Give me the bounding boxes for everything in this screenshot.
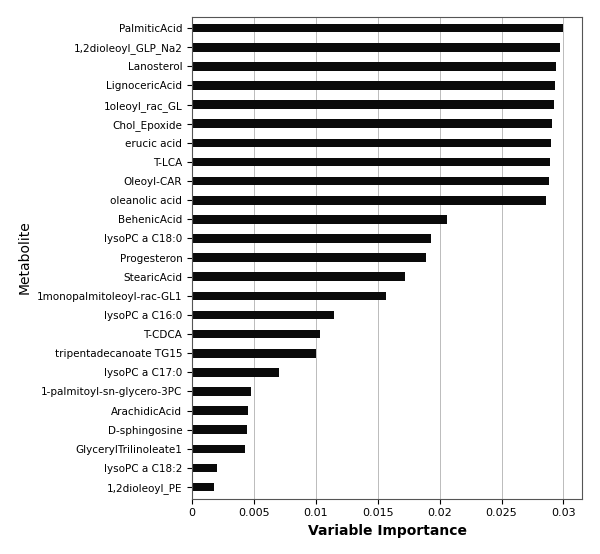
Bar (192, 483, 214, 491)
Y-axis label: Metabolite: Metabolite (17, 220, 31, 295)
Bar (192, 406, 248, 415)
Bar (192, 387, 251, 396)
Bar (192, 311, 334, 319)
Bar (192, 425, 247, 434)
Bar (192, 43, 560, 52)
Bar (192, 196, 546, 204)
Bar (192, 24, 563, 32)
Bar (192, 464, 217, 473)
X-axis label: Variable Importance: Variable Importance (308, 524, 467, 538)
Bar (192, 215, 447, 224)
Bar (192, 120, 552, 128)
Bar (192, 273, 405, 281)
Bar (192, 138, 551, 147)
Bar (192, 368, 278, 377)
Bar (192, 444, 245, 453)
Bar (192, 291, 386, 300)
Bar (192, 177, 548, 186)
Bar (192, 349, 316, 357)
Bar (192, 100, 554, 109)
Bar (192, 234, 431, 243)
Bar (192, 330, 320, 338)
Bar (192, 158, 550, 166)
Bar (192, 81, 555, 90)
Bar (192, 62, 556, 71)
Bar (192, 253, 426, 262)
